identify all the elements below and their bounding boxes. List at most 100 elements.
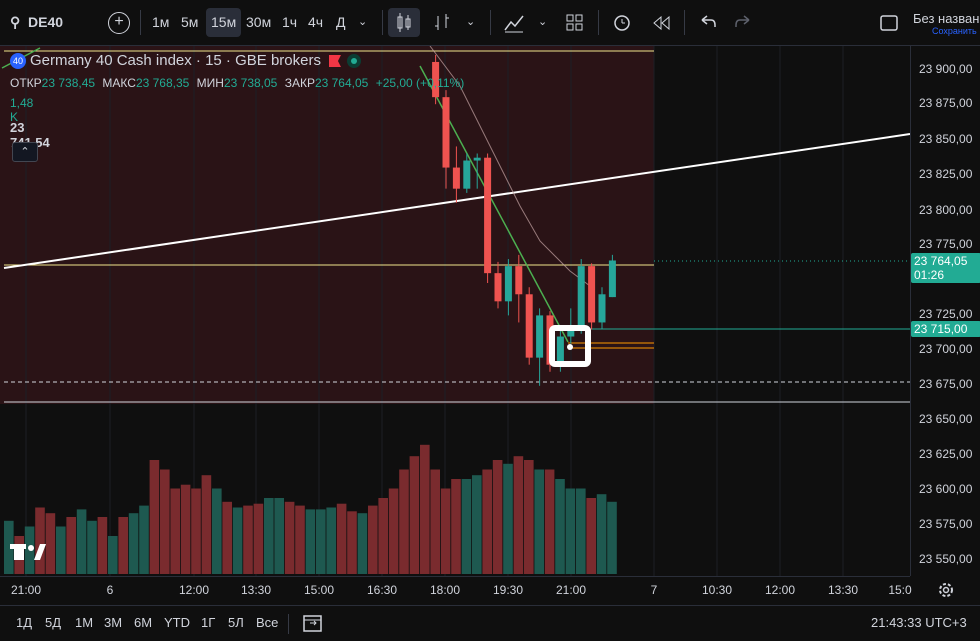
legend-title[interactable]: 40 Germany 40 Cash index · 15 · GBE broke… [10,52,361,70]
layout-square-icon [880,15,898,31]
candle-body [473,157,481,161]
interval-15m[interactable]: 15м [206,8,242,37]
time-label: 21:00 [10,583,42,597]
red-flag-icon[interactable] [328,55,341,68]
volume-bar [513,456,524,574]
candle-body [567,329,575,337]
volume-bar [420,444,430,574]
time-label: 12:00 [178,583,210,597]
range-ytd[interactable]: YTD [164,615,190,630]
volume-bar [66,517,76,574]
volume-bar [232,507,243,574]
top-toolbar: ⚲ DE40 + 1м 5м 15м 30м 1ч 4ч Д ⌄ ⌄ ⌄ Без … [0,0,980,46]
price-label: 23 650,00 [919,412,973,426]
layout-button[interactable] [879,8,899,37]
volume-bar [451,479,461,574]
selection-handle[interactable] [549,325,591,367]
range-3m[interactable]: 3М [104,615,123,630]
save-link[interactable]: Сохранить [932,26,977,36]
alert-button[interactable] [610,8,634,37]
volume-bar [284,501,295,574]
high-value: 23 768,35 [135,76,190,90]
layout-name[interactable]: Без назван [913,11,980,26]
range-1m[interactable]: 1М [75,615,94,630]
clock[interactable]: 21:43:33 UTC+3 [871,615,967,630]
candle-body [515,266,523,295]
candle-body [463,160,471,189]
candles-type-button[interactable] [388,8,420,37]
volume-bar [212,488,222,574]
interval-1m[interactable]: 1м [152,14,170,30]
indicators-button[interactable] [502,8,526,37]
interval-1d[interactable]: Д [336,14,346,30]
symbol-label: DE40 [28,14,64,30]
chart-canvas[interactable] [0,46,910,576]
candle-body [504,266,512,302]
symbol-search[interactable]: ⚲ DE40 [10,8,63,37]
interval-30m[interactable]: 30м [246,14,272,30]
volume-bar [461,479,472,574]
low-label: МИН [196,76,224,90]
templates-button[interactable] [563,8,587,37]
compare-add-icon[interactable]: + [108,12,130,34]
price-label: 23 625,00 [919,447,973,461]
price-axis[interactable]: 23 900,00 23 875,00 23 850,00 23 825,00 … [910,46,980,576]
volume-bar [503,463,513,574]
volume-bar [607,501,617,574]
white-trend-line[interactable] [3,133,910,269]
volume-bar [336,503,347,574]
range-all[interactable]: Все [256,615,279,630]
volume-bar [544,469,555,574]
volume-bar [316,509,326,574]
range-5y[interactable]: 5Л [228,615,244,630]
candle-body [442,97,450,168]
candle-body [556,336,564,365]
volume-bar [45,513,56,574]
time-label: 19:30 [492,583,524,597]
symbol-title: Germany 40 Cash index · 15 · GBE brokers [30,52,321,69]
selection-point[interactable] [567,344,573,350]
chart-type-dropdown-icon[interactable]: ⌄ [466,16,476,28]
symbol-badge: 40 [10,53,26,70]
range-6m[interactable]: 6М [134,615,153,630]
candle-body [484,157,492,274]
time-label: 6 [106,583,114,597]
volume-bar [35,507,45,574]
range-1d[interactable]: 1Д [16,615,33,630]
volume-bar [378,498,388,574]
range-5d[interactable]: 5Д [45,615,62,630]
indicators-dropdown-icon[interactable]: ⌄ [538,16,548,28]
goto-date-button[interactable] [302,612,324,634]
settings-button[interactable] [934,578,958,602]
candles-icon [397,13,411,32]
volume-bar [149,460,160,574]
undo-button[interactable] [696,8,718,37]
volume-bar [440,488,451,574]
divider [490,10,491,35]
bar-chart-type-button[interactable] [430,8,456,37]
volume-bar [368,505,378,574]
interval-dropdown-icon[interactable]: ⌄ [358,16,368,28]
volume-bar [576,488,586,574]
volume-bar [139,505,149,574]
market-status-icon[interactable] [346,54,361,69]
price-label: 23 775,00 [919,237,973,251]
grid [25,46,844,576]
volume-bars [4,444,617,574]
volume-bar [596,494,607,574]
replay-button[interactable] [650,8,674,37]
calendar-icon [303,615,322,632]
volume-bar [253,503,264,574]
price-label: 23 675,00 [919,377,973,391]
interval-5m[interactable]: 5м [181,14,199,30]
range-1y[interactable]: 1Г [201,615,216,630]
candle-body [577,266,585,330]
interval-1h[interactable]: 1ч [282,14,298,30]
collapse-legend-button[interactable]: ⌃ [12,142,38,162]
bars-icon [435,14,449,30]
redo-button[interactable] [733,8,755,37]
time-axis[interactable]: 21:00 6 12:00 13:30 15:00 16:30 18:00 19… [0,576,912,605]
open-label: ОТКР [10,76,42,90]
time-label: 13:30 [240,583,272,597]
interval-4h[interactable]: 4ч [308,14,324,30]
